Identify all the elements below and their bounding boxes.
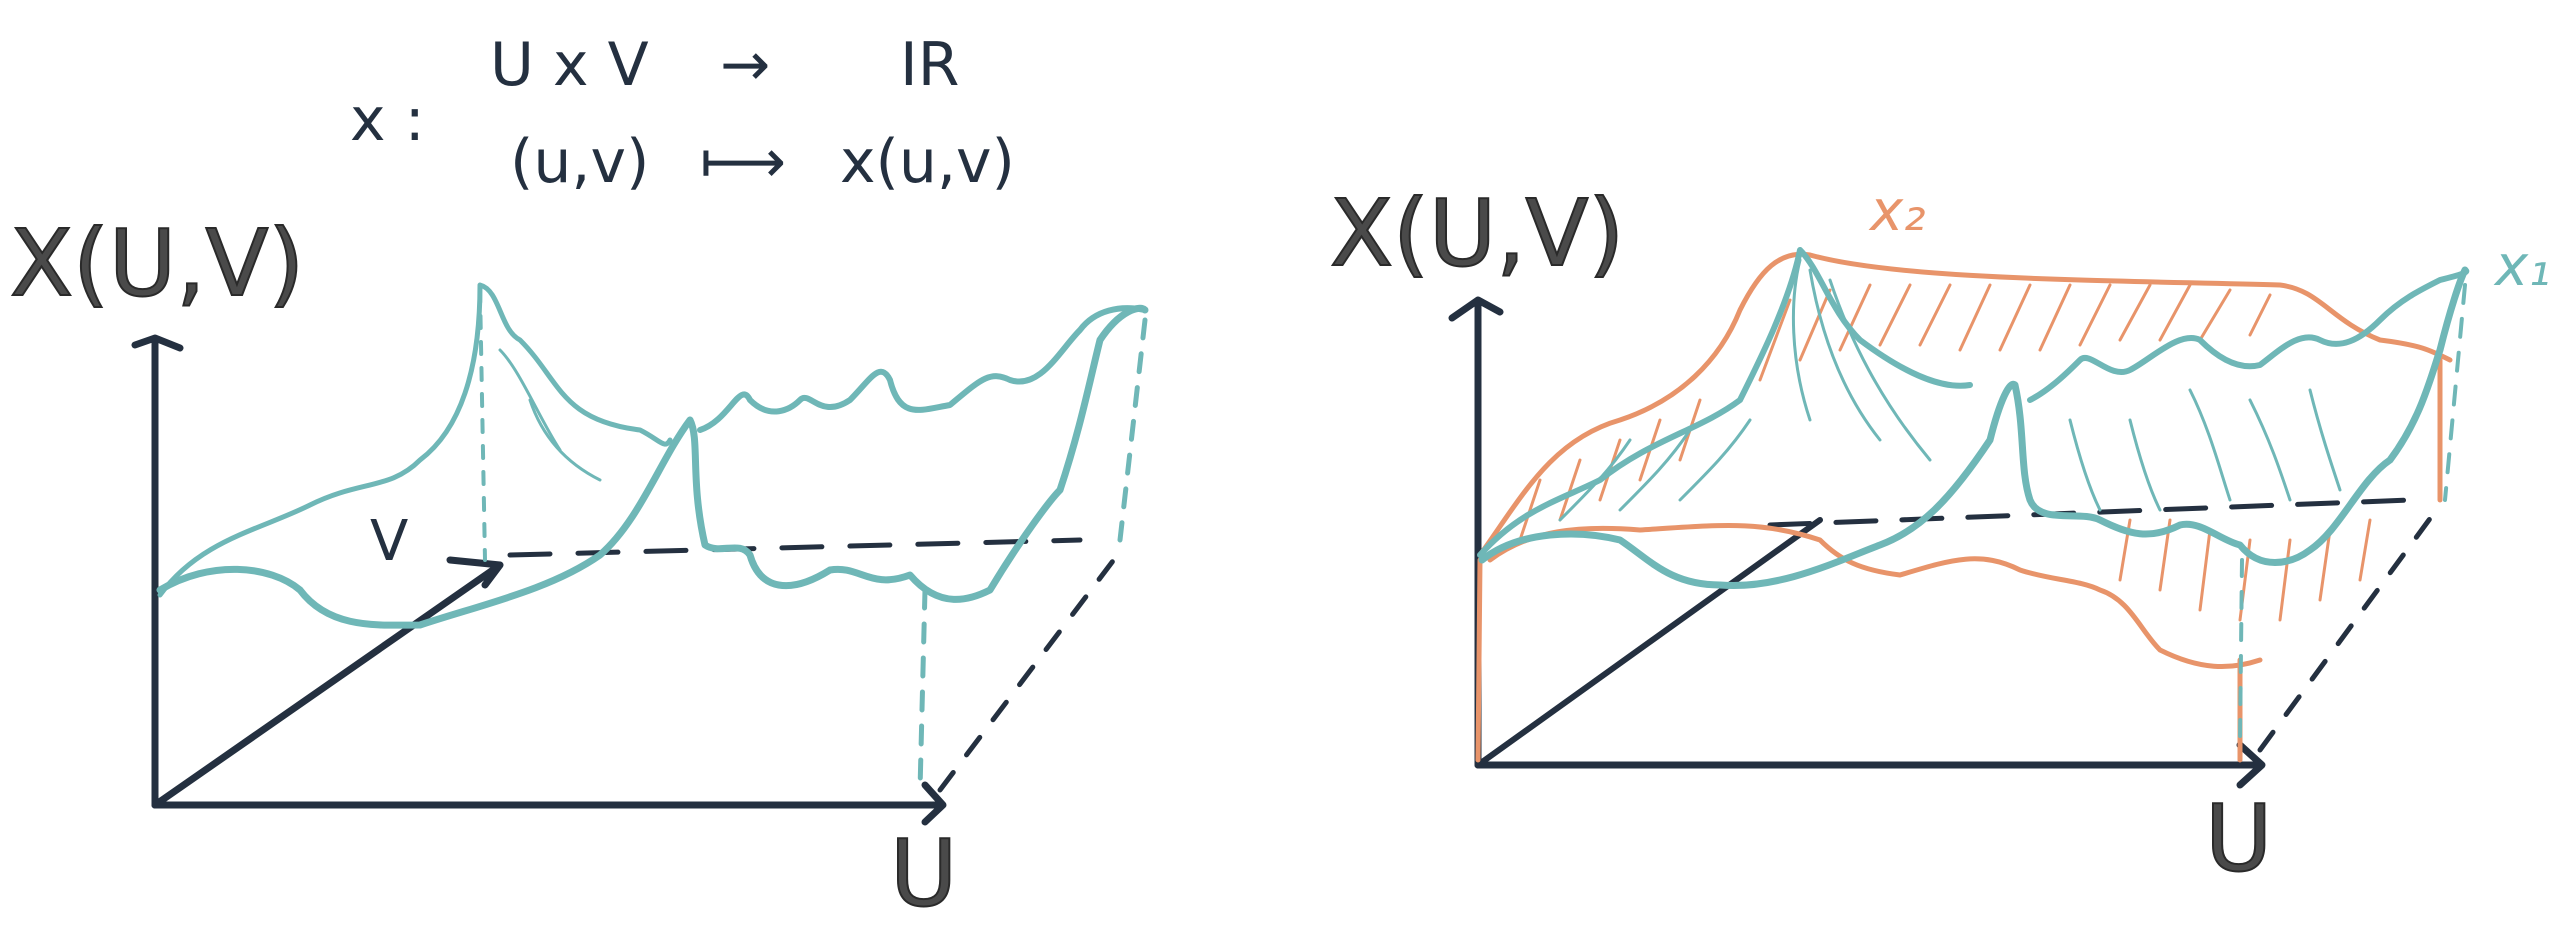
left-back-edge-dashed [937, 542, 1128, 793]
right-surface-label-1: x₁ [2493, 234, 2551, 299]
left-horizontal-axis-label: U [890, 820, 957, 927]
right-depth-axis-dashed [1767, 497, 2413, 528]
left-vertical-axis-label: X(U,V) [10, 210, 304, 317]
formula-codomain: IR [900, 30, 959, 100]
formula-maps-to: ⟼ [700, 127, 786, 197]
formula-arrow: → [720, 30, 770, 100]
right-horizontal-axis [1474, 741, 2266, 789]
right-teal-surface [1477, 247, 2470, 742]
right-vertical-axis-label: X(U,V) [1330, 180, 1624, 287]
left-depth-axis-dashed [507, 537, 1083, 558]
right-back-edge-dashed [2257, 502, 2443, 753]
right-surface-label-2: x₂ [1868, 179, 1926, 244]
right-plot: X(U,V) U x₂ x₁ [1329, 179, 2551, 893]
left-horizontal-axis [151, 781, 947, 826]
formula-domain: U x V [490, 30, 649, 100]
right-horizontal-axis-label: U [2205, 785, 2272, 892]
left-plot: X(U,V) U V [9, 209, 1149, 927]
formula-output: x(u,v) [840, 127, 1015, 197]
left-teal-surface [156, 282, 1149, 793]
formula-input: (u,v) [510, 127, 649, 197]
formula: x : U x V → IR (u,v) ⟼ x(u,v) [350, 30, 1015, 197]
right-depth-axis [1475, 517, 1823, 768]
right-orange-surface [1475, 251, 2453, 763]
formula-map-symbol: x : [350, 85, 425, 155]
left-depth-axis [151, 556, 504, 809]
left-vertical-axis [131, 334, 184, 809]
left-depth-axis-label: V [370, 509, 408, 574]
